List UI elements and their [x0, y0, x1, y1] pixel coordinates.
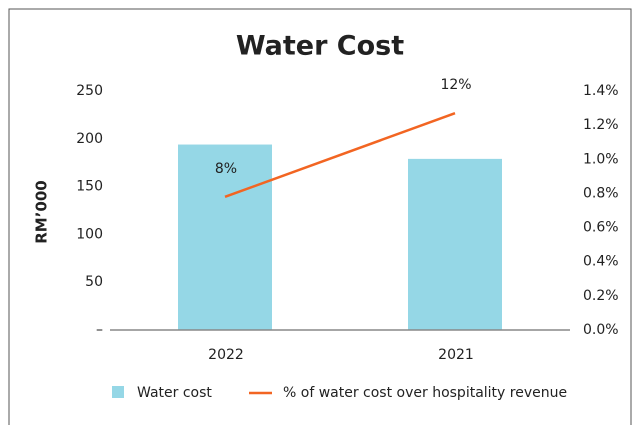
bar — [408, 158, 502, 330]
frame — [8, 8, 632, 425]
y2-tick-label: 0.6% — [583, 220, 619, 236]
y2-tick-label: 0.2% — [583, 288, 619, 304]
y2-tick-label: 1.4% — [583, 83, 619, 99]
x-tick-label: 2022 — [208, 347, 244, 363]
bar — [178, 144, 272, 330]
y2-tick-label: 0.4% — [583, 254, 619, 270]
data-label: 12% — [440, 77, 471, 93]
y-tick-label: 200 — [76, 131, 103, 147]
line — [224, 112, 456, 199]
y-tick-label: – — [96, 322, 103, 338]
legend-label: Water cost — [137, 385, 212, 401]
y-tick-label: 250 — [76, 83, 103, 99]
y2-tick-label: 1.0% — [583, 151, 619, 167]
x-tick-label: 2021 — [438, 347, 474, 363]
data-label: 8% — [215, 161, 237, 177]
y2-tick-label: 1.2% — [583, 117, 619, 133]
y2-tick-label: 0.0% — [583, 322, 619, 338]
y-tick-label: 100 — [76, 226, 103, 242]
y2-tick-label: 0.8% — [583, 185, 619, 201]
y-axis-label: RM’000 — [33, 180, 51, 244]
legend-swatch — [112, 386, 124, 398]
y-tick-label: 50 — [85, 274, 103, 290]
legend-label: % of water cost over hospitality revenue — [283, 385, 567, 401]
y-tick-label: 150 — [76, 179, 103, 195]
chart-title: Water Cost — [236, 31, 404, 62]
